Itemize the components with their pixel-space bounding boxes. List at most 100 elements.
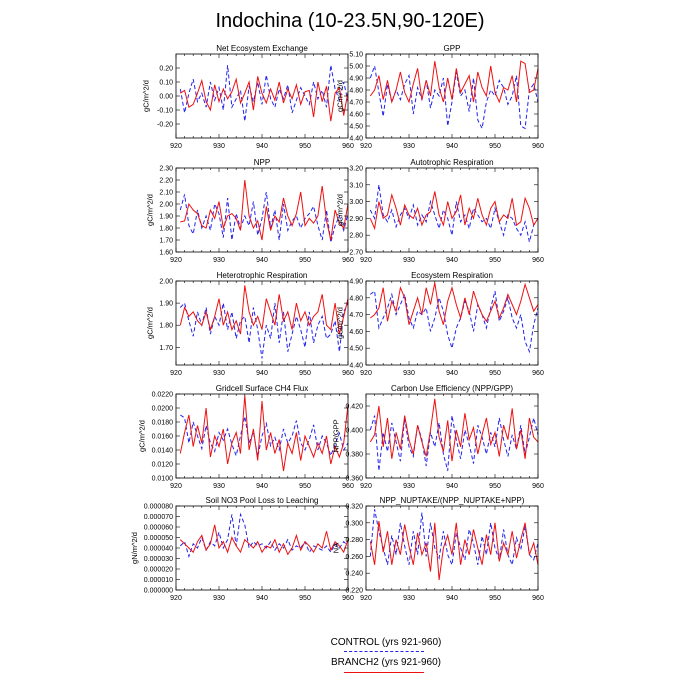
y-tick-label: 0.0200 [152, 406, 174, 413]
series-control-line [369, 64, 539, 130]
series-branch2-line [179, 524, 349, 556]
x-tick-label: 930 [403, 595, 415, 602]
x-tick-label: 920 [360, 370, 372, 377]
chart-panel-1: Net Ecosystem Exchange 920 930 940 950 960 -0.… [142, 44, 354, 150]
series-branch2-line [179, 285, 349, 335]
series-branch2-line [180, 179, 349, 241]
series-control-line [179, 512, 349, 559]
legend-branch2-line [344, 672, 424, 673]
panel-title: Gridcell Surface CH4 Flux [216, 384, 308, 393]
x-tick-label: 940 [446, 483, 458, 490]
series-branch2-line [179, 395, 349, 472]
plot-frame [175, 53, 349, 139]
chart-panel-10: NPP_NUPTAKE/(NPP_NUPTAKE+NPP) 920 930 940 95… [332, 496, 544, 602]
chart-panel-8: Carbon Use Efficiency (NPP/GPP) 920 930 940… [332, 384, 544, 490]
y-tick-label: 4.50 [349, 346, 363, 353]
y-tick-label: 0.300 [345, 520, 363, 527]
x-tick-label: 920 [170, 595, 182, 602]
y-tick-label: 0.000080 [144, 504, 173, 511]
y-tick-label: 4.90 [349, 76, 363, 83]
x-tick-label: 950 [299, 370, 311, 377]
y-axis-label: gC/m^2/d [142, 80, 151, 112]
x-tick-label: 950 [299, 595, 311, 602]
panel-title: NPP_NUPTAKE/(NPP_NUPTAKE+NPP) [380, 496, 525, 505]
y-tick-label: 5.00 [349, 64, 363, 71]
y-tick-label: 0.10 [159, 80, 173, 87]
x-tick-label: 930 [403, 143, 415, 150]
panel-title: NPP [254, 158, 270, 167]
series-control-line [179, 65, 349, 122]
panel-title: Autotrophic Respiration [410, 158, 493, 167]
y-tick-label: 0.220 [345, 588, 363, 595]
y-tick-label: 0.000070 [144, 514, 173, 521]
series-control-line [179, 191, 349, 243]
series-control-line [369, 290, 539, 354]
x-tick-label: 960 [532, 143, 544, 150]
legend-branch2-label: BRANCH2 (yrs 921-960) [330, 657, 442, 668]
y-tick-label: 0.420 [345, 404, 363, 411]
y-tick-label: 1.60 [159, 250, 173, 257]
series-control-line [369, 415, 539, 471]
x-tick-label: 920 [360, 257, 372, 264]
x-tick-label: 950 [489, 257, 501, 264]
y-tick-label: 2.80 [349, 233, 363, 240]
x-tick-label: 950 [489, 370, 501, 377]
y-tick-label: 3.10 [349, 182, 363, 189]
x-tick-label: 960 [532, 257, 544, 264]
y-tick-label: 0.0220 [152, 392, 174, 399]
y-tick-label: 0.20 [159, 66, 173, 73]
page-title: Indochina (10-23.5N,90-120E) [215, 10, 485, 32]
y-axis-label: gC/m^2/d [145, 194, 154, 226]
y-tick-label: 0.0140 [152, 448, 174, 455]
series-branch2-line [369, 521, 539, 580]
panel-title: Heterotrophic Respiration [217, 271, 308, 280]
y-tick-label: 0.0120 [152, 462, 174, 469]
y-tick-label: 0.000040 [144, 546, 173, 553]
y-axis-label: gC/m^2/d [138, 420, 147, 452]
y-tick-label: 0.0180 [152, 420, 174, 427]
y-tick-label: 0.0160 [152, 434, 174, 441]
x-tick-label: 950 [489, 483, 501, 490]
x-tick-label: 920 [170, 143, 182, 150]
x-tick-label: 930 [403, 370, 415, 377]
panel-title: GPP [444, 44, 461, 53]
panel-title: Carbon Use Efficiency (NPP/GPP) [391, 384, 513, 393]
x-tick-label: 960 [342, 143, 354, 150]
x-tick-label: 920 [360, 595, 372, 602]
series-branch2-line [369, 282, 539, 325]
x-tick-label: 960 [532, 483, 544, 490]
y-tick-label: -0.20 [157, 122, 173, 129]
x-tick-label: 960 [342, 595, 354, 602]
x-tick-label: 920 [170, 370, 182, 377]
x-tick-label: 920 [170, 257, 182, 264]
y-tick-label: 0.240 [345, 571, 363, 578]
x-tick-label: 940 [256, 370, 268, 377]
y-tick-label: 1.70 [159, 345, 173, 352]
y-axis-label: NA [332, 543, 341, 553]
x-tick-label: 950 [299, 483, 311, 490]
x-tick-label: 960 [532, 595, 544, 602]
y-axis-label: gC/m^2/d [335, 194, 344, 226]
series-branch2-line [369, 191, 539, 231]
y-tick-label: 5.10 [349, 52, 363, 59]
y-tick-label: 4.40 [349, 136, 363, 143]
x-tick-label: 930 [213, 595, 225, 602]
y-tick-label: -0.10 [157, 108, 173, 115]
x-tick-label: 920 [360, 483, 372, 490]
x-tick-label: 940 [256, 483, 268, 490]
x-tick-label: 950 [489, 595, 501, 602]
y-tick-label: 0.000050 [144, 535, 173, 542]
y-tick-label: 4.60 [349, 112, 363, 119]
y-tick-label: 0.000030 [144, 556, 173, 563]
y-tick-label: 0.280 [345, 537, 363, 544]
x-tick-label: 960 [342, 483, 354, 490]
y-axis-label: gC/m^2/d [335, 80, 344, 112]
x-tick-label: 930 [213, 257, 225, 264]
y-tick-label: 0.360 [345, 476, 363, 483]
panel-title: Ecosystem Respiration [411, 271, 493, 280]
x-tick-label: 930 [403, 257, 415, 264]
y-tick-label: 2.30 [159, 166, 173, 173]
x-tick-label: 930 [213, 143, 225, 150]
